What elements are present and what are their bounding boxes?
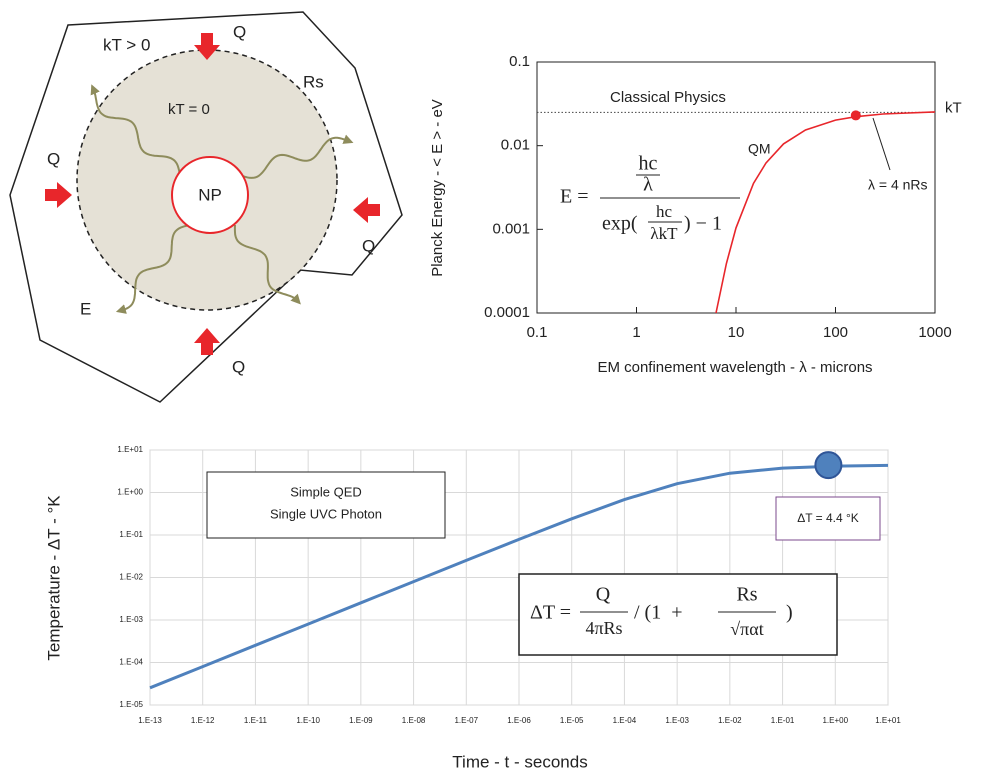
label: NP xyxy=(198,185,222,204)
x-tick-label: 1.E-03 xyxy=(665,716,689,725)
label: Q xyxy=(362,236,375,255)
annotation: λ = 4 nRs xyxy=(868,177,928,193)
x-tick-label: 1000 xyxy=(918,324,951,341)
x-tick-label: 1.E-01 xyxy=(771,716,795,725)
y-tick-label: 1.E+01 xyxy=(117,445,143,454)
formula: λ xyxy=(643,174,653,196)
arrow xyxy=(194,328,220,355)
formula: Rs xyxy=(736,584,757,606)
annotation: ΔT = 4.4 °K xyxy=(797,511,859,525)
label: kT > 0 xyxy=(103,35,150,54)
x-tick-label: 1.E+00 xyxy=(822,716,848,725)
highlight-point xyxy=(851,110,861,120)
x-tick-label: 1.E-04 xyxy=(613,716,637,725)
formula: λkT xyxy=(650,224,678,243)
x-tick-label: 1.E-11 xyxy=(244,716,268,725)
y-tick-label: 1.E-04 xyxy=(119,658,143,667)
x-axis-title: Time - t - seconds xyxy=(452,752,587,771)
annotation: Single UVC Photon xyxy=(270,506,382,521)
x-tick-label: 1.E-02 xyxy=(718,716,742,725)
label: Q xyxy=(47,149,60,168)
formula: Q xyxy=(596,584,611,606)
y-tick-label: 0.1 xyxy=(509,53,530,70)
formula: hc xyxy=(639,153,658,175)
x-tick-label: 0.1 xyxy=(527,324,548,341)
x-tick-label: 1.E-09 xyxy=(349,716,373,725)
label: Rs xyxy=(303,72,324,91)
x-tick-label: 1.E-13 xyxy=(138,716,162,725)
diagram: kT > 0 Q Rs kT = 0 NP Q Q E Q xyxy=(10,12,402,402)
arrow xyxy=(45,182,72,208)
y-axis-title: Temperature - ΔT - °K xyxy=(44,495,63,661)
x-tick-label: 1.E-08 xyxy=(402,716,426,725)
y-tick-label: 0.0001 xyxy=(484,304,530,321)
y-tick-label: 0.001 xyxy=(492,220,530,237)
x-tick-label: 1.E+01 xyxy=(875,716,901,725)
label: kT = 0 xyxy=(168,101,210,118)
annotation: Classical Physics xyxy=(610,89,726,106)
formula: ΔT = xyxy=(530,602,571,624)
x-tick-label: 1.E-06 xyxy=(507,716,531,725)
annotation: QM xyxy=(748,141,771,157)
formula: 4πRs xyxy=(585,618,622,638)
x-tick-label: 1.E-10 xyxy=(296,716,320,725)
y-axis-title: Planck Energy - < E > - eV xyxy=(429,99,446,277)
formula: E = xyxy=(560,186,589,208)
label: Q xyxy=(232,357,245,376)
formula: √παt xyxy=(730,619,763,639)
label: E xyxy=(80,299,91,318)
x-axis-title: EM confinement wavelength - λ - microns xyxy=(597,359,872,376)
x-tick-label: 1.E-07 xyxy=(454,716,478,725)
reference-label: kT xyxy=(945,99,962,116)
formula: exp( xyxy=(602,213,638,235)
y-tick-label: 1.E-02 xyxy=(119,573,143,582)
formula: ) − 1 xyxy=(684,213,722,235)
formula: hc xyxy=(656,202,673,221)
formula: ) xyxy=(786,602,793,624)
highlight-point xyxy=(815,452,841,478)
label: Q xyxy=(233,22,246,41)
x-tick-label: 10 xyxy=(728,324,745,341)
y-tick-label: 1.E-05 xyxy=(119,700,143,709)
x-tick-label: 100 xyxy=(823,324,848,341)
y-tick-label: 1.E+00 xyxy=(117,488,143,497)
note-box xyxy=(207,472,445,538)
x-tick-label: 1.E-05 xyxy=(560,716,584,725)
figure: kT > 0 Q Rs kT = 0 NP Q Q E Q 0.0001 0.00… xyxy=(0,0,1003,778)
y-tick-label: 1.E-03 xyxy=(119,615,143,624)
arrow xyxy=(353,197,380,223)
x-tick-label: 1 xyxy=(632,324,640,341)
y-tick-label: 1.E-01 xyxy=(119,530,143,539)
y-tick-label: 0.01 xyxy=(501,137,530,154)
formula: / (1 + xyxy=(634,602,683,624)
annotation: Simple QED xyxy=(290,484,362,499)
x-tick-label: 1.E-12 xyxy=(191,716,215,725)
